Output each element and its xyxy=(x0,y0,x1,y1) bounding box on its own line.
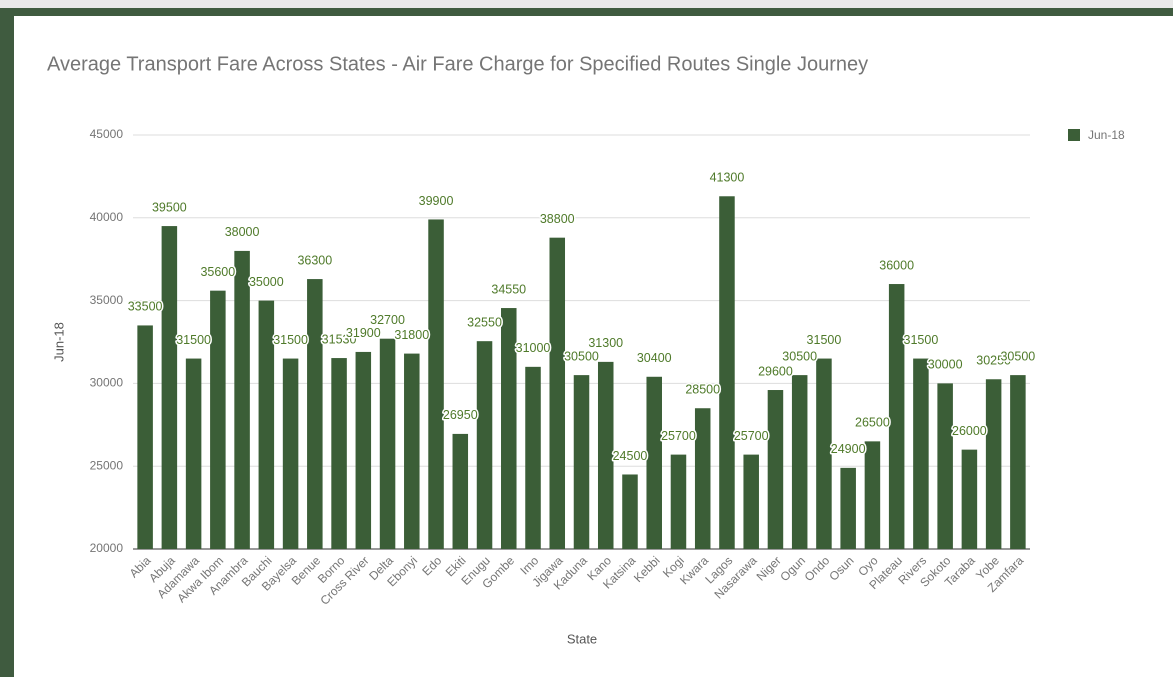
data-label: 31800 xyxy=(394,328,429,342)
data-label: 31500 xyxy=(273,333,308,347)
data-label: 30500 xyxy=(782,349,817,363)
y-axis-title: Jun-18 xyxy=(51,322,66,362)
data-label: 31500 xyxy=(176,333,211,347)
bar xyxy=(597,361,614,549)
data-label: 24900 xyxy=(831,442,866,456)
data-label: 30500 xyxy=(564,349,599,363)
chart-title: Average Transport Fare Across States - A… xyxy=(47,53,868,75)
data-label: 30250 xyxy=(976,354,1011,368)
data-label: 41300 xyxy=(710,171,745,185)
y-tick-label: 40000 xyxy=(90,210,124,224)
data-label: 25700 xyxy=(661,429,696,443)
bar xyxy=(379,338,396,549)
bar xyxy=(549,237,566,549)
x-tick-label: Kwara xyxy=(677,553,711,587)
data-label: 29600 xyxy=(758,364,793,378)
bar xyxy=(767,390,784,549)
data-label: 36000 xyxy=(879,258,914,272)
data-label: 30400 xyxy=(637,351,672,365)
bar xyxy=(840,467,856,549)
data-label: 32700 xyxy=(370,313,405,327)
bar xyxy=(1010,375,1026,549)
data-label: 35600 xyxy=(200,265,235,279)
data-label: 38800 xyxy=(540,212,575,226)
data-label: 28500 xyxy=(685,383,720,397)
x-axis-title: State xyxy=(567,631,597,646)
data-label: 31500 xyxy=(807,333,842,347)
bar xyxy=(937,383,953,549)
bar xyxy=(622,474,638,549)
bar xyxy=(307,279,323,549)
bar xyxy=(573,375,590,549)
data-label: 39900 xyxy=(419,194,454,208)
bar xyxy=(452,433,469,549)
bar xyxy=(404,353,420,549)
data-label: 36300 xyxy=(297,253,332,267)
data-label: 26500 xyxy=(855,416,890,430)
bar xyxy=(234,250,250,550)
data-label: 31500 xyxy=(904,333,939,347)
bar xyxy=(913,358,929,549)
x-tick-label: Edo xyxy=(419,553,444,578)
y-tick-label: 45000 xyxy=(90,127,124,141)
data-label: 34550 xyxy=(491,282,526,296)
y-tick-label: 20000 xyxy=(90,541,124,555)
x-tick-label: Niger xyxy=(754,553,784,583)
chart-panel xyxy=(14,16,1173,677)
data-label: 38000 xyxy=(225,225,260,239)
bar xyxy=(282,358,299,549)
data-label: 25700 xyxy=(734,429,769,443)
bar xyxy=(428,219,444,549)
bar xyxy=(476,341,493,549)
bar xyxy=(719,196,735,549)
y-tick-label: 30000 xyxy=(90,376,124,390)
bar xyxy=(670,454,687,549)
data-label: 33500 xyxy=(128,300,163,314)
data-label: 39500 xyxy=(152,200,187,214)
bar xyxy=(185,358,202,549)
bar xyxy=(791,375,808,549)
legend-label: Jun-18 xyxy=(1088,128,1125,142)
bar xyxy=(258,300,275,549)
y-tick-label: 25000 xyxy=(90,458,124,472)
bar xyxy=(961,449,978,549)
x-tick-label: Ondo xyxy=(802,553,833,584)
bar xyxy=(888,284,905,549)
data-label: 26950 xyxy=(443,408,478,422)
data-label: 31530 xyxy=(322,332,357,346)
bar xyxy=(864,441,881,549)
bar xyxy=(137,325,153,549)
bar xyxy=(161,226,178,549)
bar xyxy=(210,290,226,549)
data-label: 31300 xyxy=(588,336,623,350)
bar xyxy=(743,454,759,549)
bar xyxy=(501,308,517,549)
legend-swatch xyxy=(1068,129,1080,141)
data-label: 32550 xyxy=(467,315,502,329)
bar xyxy=(816,358,832,549)
bar xyxy=(985,379,1002,549)
data-label: 30500 xyxy=(1000,349,1035,363)
bar xyxy=(331,358,347,549)
bar xyxy=(525,366,541,549)
data-label: 30000 xyxy=(928,358,963,372)
data-label: 24500 xyxy=(613,449,648,463)
data-label: 31000 xyxy=(516,341,551,355)
bar xyxy=(694,408,711,549)
y-tick-label: 35000 xyxy=(90,293,124,307)
data-label: 31900 xyxy=(346,326,381,340)
bar xyxy=(355,351,372,549)
data-label: 26000 xyxy=(952,424,987,438)
bar xyxy=(646,376,662,549)
x-tick-label: Ogun xyxy=(777,553,808,584)
x-tick-label: Kebbi xyxy=(631,553,663,585)
data-label: 35000 xyxy=(249,275,284,289)
x-tick-label: Osun xyxy=(826,553,856,583)
